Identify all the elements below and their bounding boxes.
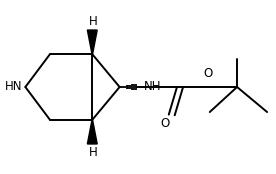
Polygon shape bbox=[87, 30, 97, 54]
Text: H: H bbox=[89, 146, 98, 159]
Text: HN: HN bbox=[5, 81, 23, 93]
Text: NH: NH bbox=[144, 81, 162, 93]
Polygon shape bbox=[87, 120, 97, 144]
Text: O: O bbox=[204, 67, 213, 80]
Text: H: H bbox=[89, 15, 98, 28]
Text: O: O bbox=[161, 117, 170, 130]
